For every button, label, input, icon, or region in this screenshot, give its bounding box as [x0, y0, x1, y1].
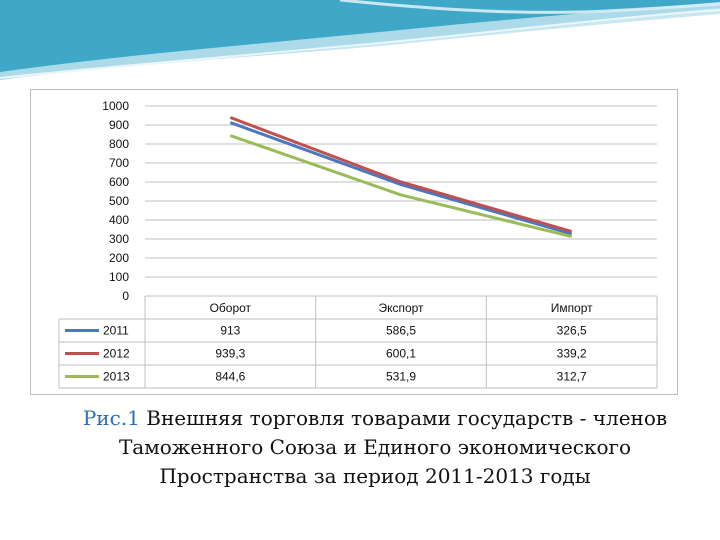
header-wave-line-2 [339, 0, 720, 14]
y-tick-label: 400 [109, 213, 129, 227]
data-label: 326,5 [557, 324, 587, 338]
figure-label: Рис.1 [82, 406, 140, 430]
y-tick-label: 100 [109, 270, 129, 284]
category-label: Импорт [551, 301, 593, 315]
legend-label: 2012 [103, 347, 130, 361]
y-tick-label: 900 [109, 118, 129, 132]
series-line-2013 [229, 134, 573, 239]
series-lines [229, 116, 573, 239]
y-tick-label: 1000 [102, 99, 129, 113]
data-label: 939,3 [215, 347, 245, 361]
caption-line-1: Рис.1 Внешняя торговля товарами государс… [40, 404, 710, 433]
y-tick-label: 0 [122, 289, 129, 303]
chart-panel: 1000 900 800 700 600 500 400 300 200 100 0 Оборот Э… [30, 89, 678, 395]
y-tick-label: 800 [109, 137, 129, 151]
caption-line-3: Пространства за период 2011-2013 годы [159, 464, 591, 488]
data-label: 844,6 [215, 370, 245, 384]
data-label: 531,9 [386, 370, 416, 384]
caption-line-2: Таможенного Союза и Единого экономическо… [118, 435, 632, 459]
series-line-2011 [229, 121, 573, 236]
data-table: Оборот Экспорт Импорт 2011 913 586,5 326,5 2012… [58, 295, 658, 389]
header-decoration [0, 0, 720, 80]
y-tick-label: 300 [109, 232, 129, 246]
header-wave-line [0, 9, 720, 79]
data-label: 339,2 [557, 347, 587, 361]
legend-label: 2013 [103, 370, 130, 384]
data-label: 312,7 [557, 370, 587, 384]
data-label: 600,1 [386, 347, 416, 361]
figure-caption: Рис.1 Внешняя торговля товарами государс… [40, 404, 710, 491]
category-label: Экспорт [378, 301, 424, 315]
caption-line-1-text: Внешняя торговля товарами государств - ч… [139, 406, 668, 430]
y-tick-label: 200 [109, 251, 129, 265]
series-line-2012 [229, 116, 573, 233]
y-tick-label: 500 [109, 194, 129, 208]
gridlines [145, 105, 657, 297]
legend-label: 2011 [103, 324, 129, 338]
y-tick-label: 700 [109, 156, 129, 170]
category-label: Оборот [210, 301, 252, 315]
data-label: 586,5 [386, 324, 416, 338]
data-label: 913 [220, 324, 240, 338]
y-tick-label: 600 [109, 175, 129, 189]
